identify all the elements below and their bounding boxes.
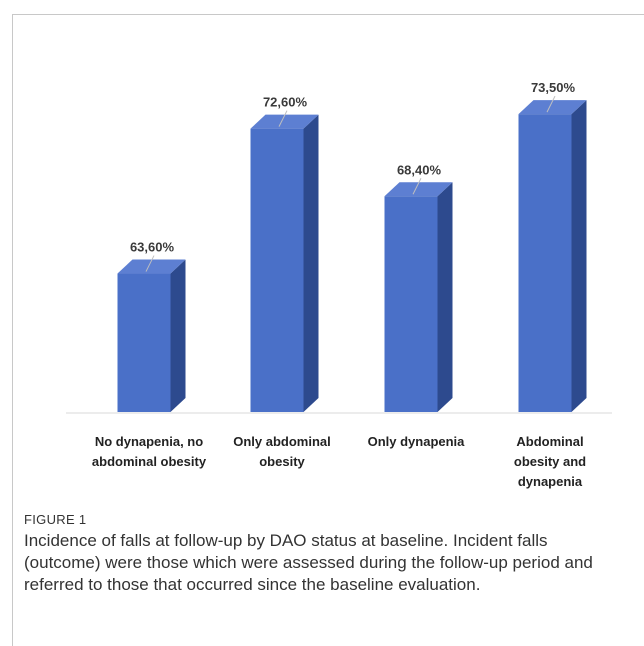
bar-front-face — [117, 273, 171, 412]
bar-side-face — [437, 182, 453, 412]
figure-caption: Incidence of falls at follow-up by DAO s… — [24, 531, 593, 594]
bar-front-face — [384, 196, 438, 412]
bar-top-face — [117, 259, 186, 274]
bar-front-face — [518, 114, 572, 413]
figure-label: FIGURE 1 — [24, 512, 87, 527]
bar-1 — [117, 259, 186, 412]
data-label-leader — [412, 178, 422, 195]
data-label: 72,60% — [263, 95, 308, 110]
bar-side-face — [170, 259, 186, 412]
bar-side-face — [571, 100, 587, 413]
data-label: 68,40% — [397, 162, 442, 177]
bar-4 — [518, 100, 587, 413]
bar-3 — [384, 182, 453, 412]
category-label: Only abdominal obesity — [233, 434, 331, 469]
category-label: Only dynapenia — [368, 434, 466, 449]
category-label: Abdominal obesity and dynapenia — [514, 434, 586, 489]
data-label: 63,60% — [130, 240, 175, 255]
data-label-leader — [278, 110, 288, 127]
data-label-leader — [145, 255, 155, 272]
frame-left-border — [12, 14, 13, 646]
data-label: 73,50% — [531, 80, 576, 95]
bar-top-face — [250, 114, 319, 129]
frame-top-border — [12, 14, 644, 15]
bar-front-face — [250, 128, 304, 412]
category-label: No dynapenia, no abdominal obesity — [92, 434, 207, 469]
bar-side-face — [303, 114, 319, 412]
bar-2 — [250, 114, 319, 412]
bar-top-face — [518, 100, 587, 115]
bar-chart: 63,60% No dynapenia, no abdominal obesity 7… — [66, 80, 612, 489]
data-label-leader — [546, 95, 556, 113]
bar-top-face — [384, 182, 453, 197]
